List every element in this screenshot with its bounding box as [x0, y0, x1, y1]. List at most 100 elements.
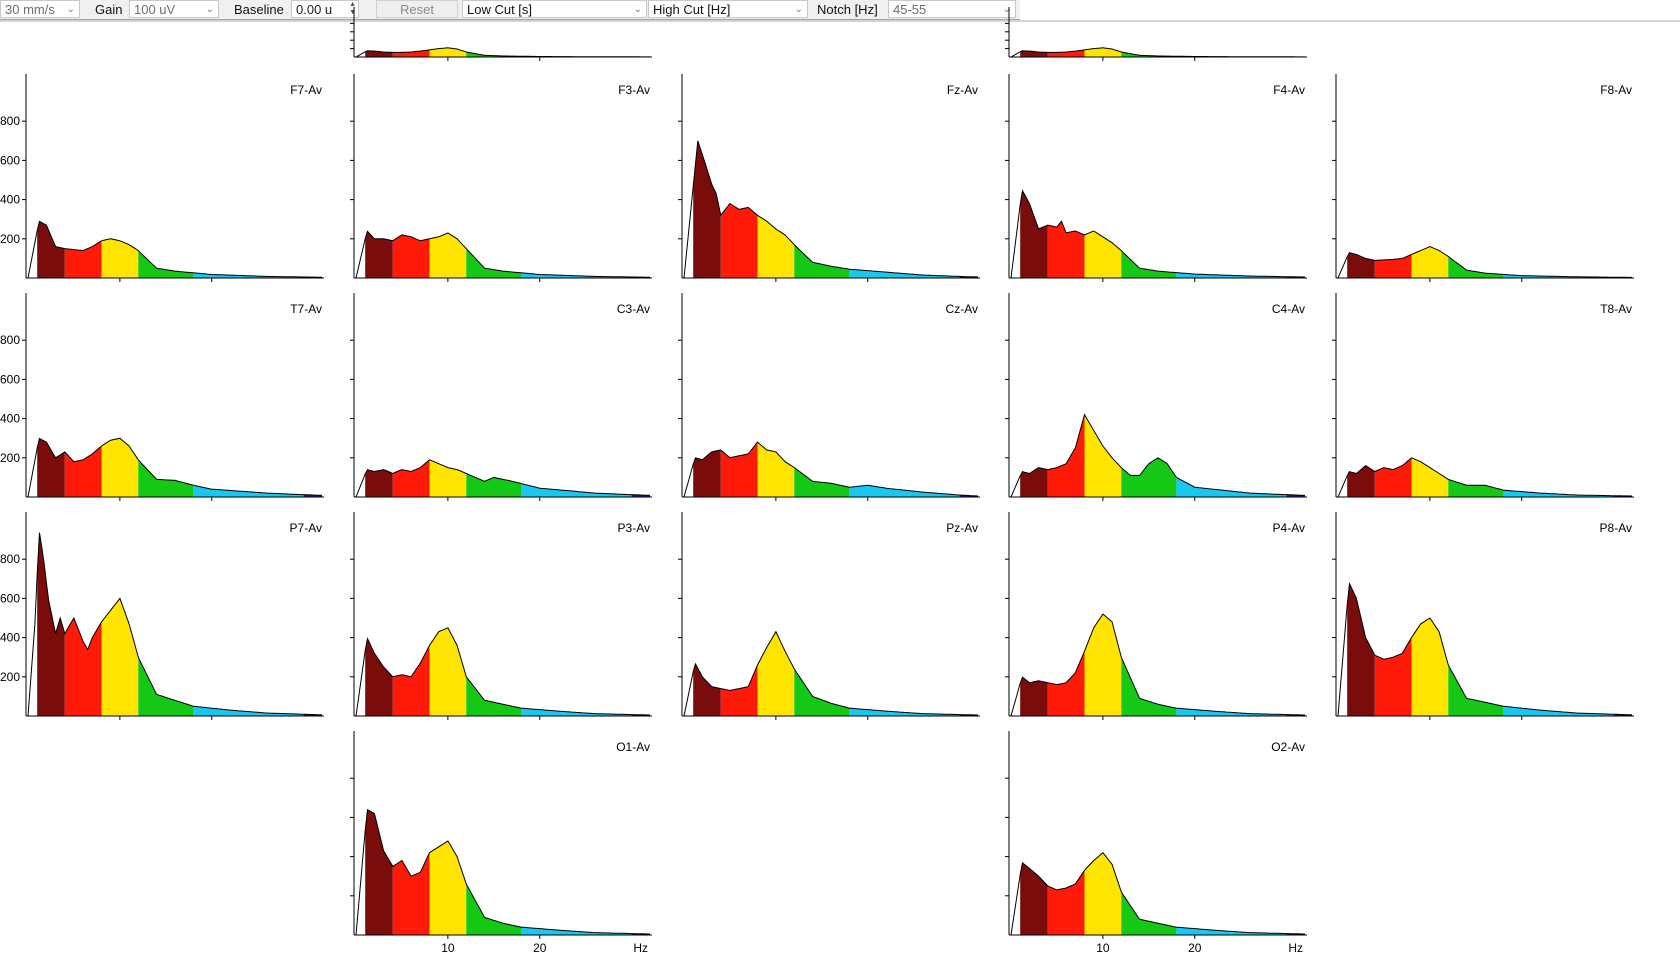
x-tick-label: 20 [1188, 941, 1202, 955]
spectrum-panel: 200 400 600 800 P7-Av [0, 512, 324, 720]
speed-value: 30 mm/s [5, 1, 55, 17]
theta-band-fill [64, 446, 102, 497]
toolbar-divider [0, 20, 1680, 22]
beta2-band-fill [521, 483, 632, 497]
beta1-band-fill [1448, 256, 1504, 278]
spectrum-curve [1010, 613, 1305, 717]
spectrum-panel [1005, 7, 1307, 61]
channel-label: F7-Av [290, 83, 322, 97]
chevron-down-icon: ⌄ [794, 3, 803, 15]
channel-label: F4-Av [1273, 83, 1305, 97]
x-unit-label: Hz [633, 941, 648, 955]
alpha-band-fill [429, 627, 467, 716]
beta1-band-fill [138, 657, 194, 716]
notch-select[interactable]: 45-55 ⌄ [888, 0, 1016, 18]
delta-band-fill [1020, 677, 1048, 716]
spectrum-curve [1010, 413, 1306, 498]
gain-select[interactable]: 100 uV ⌄ [129, 0, 219, 18]
spectrum-panel: F4-Av [1005, 74, 1307, 282]
y-tick-label: 600 [0, 153, 20, 167]
y-tick-label: 800 [0, 333, 20, 347]
channel-label: Cz-Av [946, 302, 978, 316]
beta1-band-fill [1121, 457, 1177, 497]
lowcut-select[interactable]: Low Cut [s] ⌄ [462, 0, 647, 18]
beta1-band-fill [138, 459, 194, 497]
gain-value: 100 uV [134, 1, 176, 17]
beta1-band-fill [794, 244, 850, 278]
delta-band-fill [37, 438, 65, 497]
spectrum-panel: F8-Av [1332, 74, 1634, 282]
spectrum-panel: T8-Av [1332, 293, 1634, 501]
alpha-band-fill [101, 438, 139, 497]
delta-band-fill [1020, 863, 1048, 935]
y-tick-label: 600 [0, 372, 20, 386]
spectrum-curve [355, 627, 650, 717]
beta1-band-fill [138, 250, 194, 278]
delta-band-fill [693, 140, 721, 278]
spectrum-panel: P3-Av [350, 512, 652, 720]
spectrum-panel: Pz-Av [678, 512, 980, 720]
theta-band-fill [1374, 637, 1412, 716]
x-unit-label: Hz [1288, 941, 1303, 955]
alpha-band-fill [757, 215, 795, 278]
theta-band-fill [64, 240, 102, 278]
beta1-band-fill [1121, 657, 1177, 716]
speed-select[interactable]: 30 mm/s ⌄ [0, 0, 80, 18]
y-tick-label: 600 [0, 591, 20, 605]
reset-button[interactable]: Reset [376, 0, 458, 18]
theta-band-fill [1047, 414, 1085, 497]
theta-band-fill [720, 203, 758, 278]
beta2-band-fill [1176, 477, 1287, 497]
alpha-band-fill [101, 238, 139, 278]
baseline-value: 0.00 u [296, 1, 333, 17]
theta-band-fill [392, 49, 430, 57]
spectrum-panel: 200 400 600 800 F7-Av [0, 74, 324, 282]
y-tick-label: 400 [0, 193, 20, 207]
y-tick-label: 400 [0, 412, 20, 426]
baseline-label: Baseline [234, 1, 284, 17]
spectrum-panel: C4-Av [1005, 293, 1307, 501]
alpha-band-fill [1411, 246, 1449, 278]
theta-band-fill [392, 234, 430, 278]
chevron-down-icon: ⌄ [633, 3, 642, 15]
baseline-spinner[interactable]: 0.00 u ▲ ▼ [291, 0, 359, 18]
channel-label: T7-Av [290, 302, 322, 316]
alpha-band-fill [757, 631, 795, 716]
y-tick-label: 200 [0, 670, 20, 684]
y-tick-label: 800 [0, 114, 20, 128]
alpha-band-fill [1411, 618, 1449, 716]
delta-band-fill [1020, 467, 1048, 497]
alpha-band-fill [757, 442, 795, 497]
highcut-select[interactable]: High Cut [Hz] ⌄ [648, 0, 808, 18]
y-tick-label: 200 [0, 451, 20, 465]
alpha-band-fill [1084, 614, 1122, 716]
spin-arrows-icon[interactable]: ▲ ▼ [349, 1, 356, 16]
alpha-band-fill [1084, 852, 1122, 935]
alpha-band-fill [1084, 231, 1122, 278]
alpha-band-fill [1084, 47, 1122, 57]
theta-band-fill [1047, 870, 1085, 935]
channel-label: T8-Av [1600, 302, 1632, 316]
beta1-band-fill [466, 676, 522, 716]
delta-band-fill [693, 664, 721, 716]
spectrum-curve [27, 532, 322, 717]
spectrum-curve [1010, 851, 1305, 936]
y-tick-label: 400 [0, 631, 20, 645]
channel-label: P4-Av [1273, 521, 1305, 535]
channel-label: F3-Av [618, 83, 650, 97]
spectrum-panel: P4-Av [1005, 512, 1307, 720]
spectrum-curve [1337, 581, 1632, 717]
notch-label: Notch [Hz] [817, 1, 878, 17]
alpha-band-fill [101, 598, 139, 716]
spectrum-curve [683, 441, 979, 498]
x-tick-label: 10 [441, 941, 455, 955]
gain-label: Gain [95, 1, 123, 17]
chevron-down-icon: ⌄ [1002, 3, 1011, 15]
alpha-band-fill [1411, 457, 1449, 497]
theta-band-fill [392, 459, 430, 497]
spectrum-curve [1337, 457, 1632, 498]
spectrum-curve [355, 230, 650, 279]
spectrum-panel: 10 20 Hz O2-Av [1005, 731, 1307, 955]
spectrum-curve [355, 809, 650, 936]
highcut-label: High Cut [Hz] [653, 1, 731, 17]
